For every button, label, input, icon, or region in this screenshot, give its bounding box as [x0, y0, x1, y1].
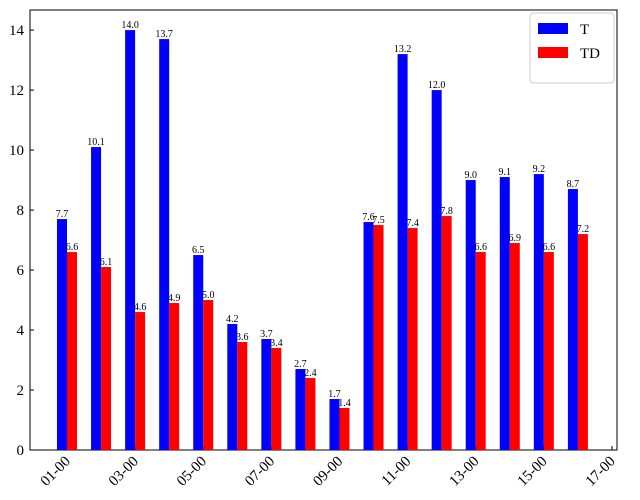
- bar: [329, 399, 340, 450]
- value-label: 3.4: [270, 338, 283, 349]
- bar: [543, 252, 554, 450]
- bar: [577, 234, 588, 450]
- bar: [101, 267, 112, 450]
- value-label: 13.7: [155, 29, 173, 40]
- y-tick-label: 0: [17, 443, 25, 459]
- x-tick-label: 11-00: [379, 454, 415, 490]
- y-tick-label: 4: [17, 323, 25, 339]
- legend-label: T: [580, 22, 589, 38]
- bar: [363, 222, 374, 450]
- bar: [57, 219, 67, 450]
- value-label: 7.7: [56, 209, 69, 220]
- legend-swatch: [538, 47, 568, 58]
- y-tick-label: 10: [9, 143, 24, 159]
- y-tick-label: 6: [17, 263, 25, 279]
- value-label: 1.7: [328, 389, 341, 400]
- y-tick-label: 2: [17, 383, 25, 399]
- value-label: 2.4: [304, 368, 317, 379]
- value-label: 2.7: [294, 359, 307, 370]
- value-label: 4.6: [134, 302, 147, 313]
- x-tick-label: 05-00: [174, 454, 210, 490]
- value-label: 7.8: [440, 206, 453, 217]
- x-tick-label: 07-00: [242, 454, 278, 490]
- legend-label: TD: [580, 46, 600, 62]
- value-label: 3.6: [236, 332, 249, 343]
- x-tick-label: 17-00: [583, 454, 619, 490]
- value-label: 6.9: [509, 233, 522, 244]
- value-label: 7.4: [406, 218, 419, 229]
- value-label: 6.6: [543, 242, 556, 253]
- bar: [533, 174, 544, 450]
- x-tick-label: 13-00: [446, 454, 482, 490]
- value-label: 8.7: [567, 179, 580, 190]
- value-label: 9.1: [499, 167, 512, 178]
- value-label: 4.9: [168, 293, 181, 304]
- bar: [295, 369, 306, 450]
- value-label: 5.0: [202, 290, 215, 301]
- x-tick-label: 03-00: [106, 454, 142, 490]
- value-label: 13.2: [394, 44, 412, 55]
- value-label: 6.6: [66, 242, 79, 253]
- bar: [203, 300, 214, 450]
- value-label: 6.6: [474, 242, 487, 253]
- bar: [499, 177, 510, 451]
- value-label: 10.1: [87, 137, 105, 148]
- bar: [339, 408, 350, 450]
- value-label: 3.7: [260, 329, 273, 340]
- bar: [475, 252, 486, 450]
- bar: [67, 252, 77, 450]
- bar: [159, 39, 170, 451]
- value-label: 7.5: [372, 215, 385, 226]
- bar: [193, 255, 204, 450]
- bar: [237, 342, 248, 450]
- legend-swatch: [538, 23, 568, 34]
- value-label: 4.2: [226, 314, 239, 325]
- bar: [135, 312, 146, 450]
- bar: [261, 339, 272, 450]
- bar: [441, 216, 452, 450]
- value-label: 9.2: [533, 164, 546, 175]
- bar: [305, 378, 316, 450]
- plot-frame: [29, 9, 618, 451]
- bar: [373, 225, 384, 450]
- value-label: 6.1: [100, 257, 113, 268]
- value-label: 6.5: [192, 245, 205, 256]
- bar: [271, 348, 282, 450]
- bar: [407, 228, 418, 450]
- bar: [227, 324, 238, 450]
- bar: [431, 90, 442, 451]
- value-label: 7.6: [362, 212, 375, 223]
- value-label: 14.0: [121, 20, 139, 31]
- x-tick-label: 15-00: [515, 454, 551, 490]
- x-tick-label: 01-00: [38, 454, 74, 490]
- y-tick-label: 14: [9, 23, 25, 39]
- bar: [397, 54, 408, 451]
- bar: [465, 180, 476, 451]
- bar: [567, 189, 578, 450]
- y-tick-label: 12: [9, 83, 24, 99]
- y-tick-label: 8: [17, 203, 25, 219]
- value-label: 1.4: [338, 398, 351, 409]
- bar: [169, 303, 180, 450]
- bar: [509, 243, 520, 450]
- bar: [91, 147, 102, 450]
- value-label: 7.2: [577, 224, 590, 235]
- bar: [125, 30, 136, 451]
- x-tick-label: 09-00: [310, 454, 346, 490]
- value-label: 9.0: [464, 170, 477, 181]
- value-label: 12.0: [428, 80, 446, 91]
